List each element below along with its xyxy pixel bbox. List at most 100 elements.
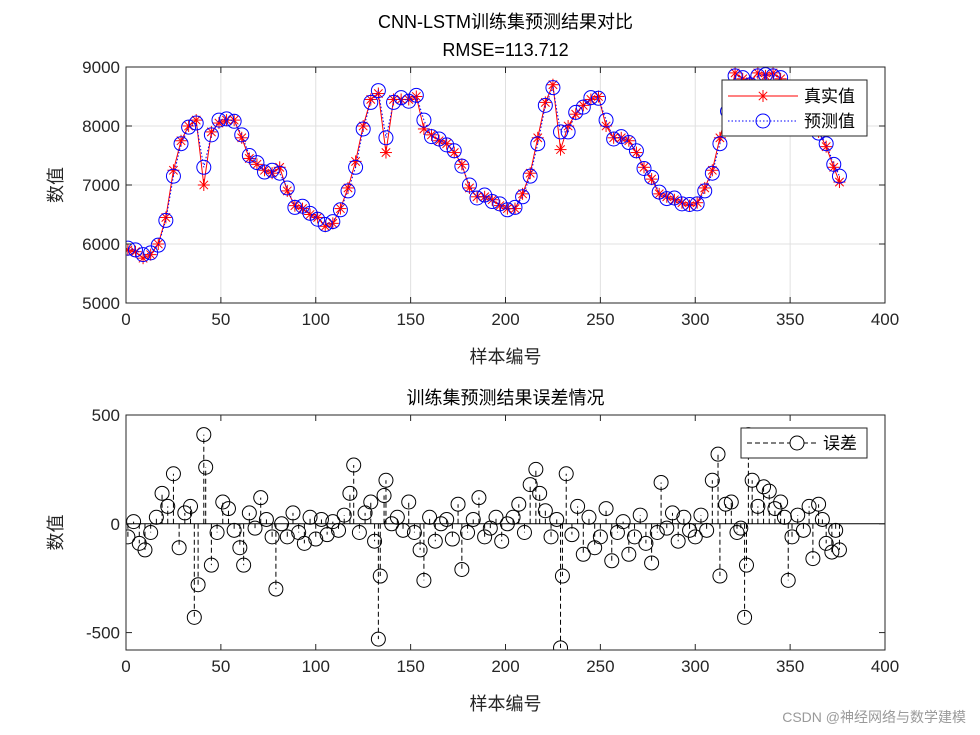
data-point-pred: [484, 194, 500, 210]
x-tick-label: 150: [396, 310, 424, 329]
data-point-pred: [234, 127, 250, 143]
chart-2: 0 50 100 150 200 250 300 350 400-5000500训练集预测结果误…: [46, 388, 899, 715]
stem-marker: [247, 520, 263, 536]
data-point-pred: [203, 127, 219, 143]
data-point-pred: [522, 168, 538, 184]
stem-marker: [154, 485, 170, 501]
data-point-pred: [158, 212, 174, 228]
stem-marker: [264, 529, 280, 545]
stem-marker: [471, 490, 487, 506]
stem-marker: [313, 511, 329, 527]
y-tick-label: -500: [86, 624, 120, 643]
data-point-pred: [515, 189, 531, 205]
stem-marker: [549, 511, 565, 527]
data-point-true: [425, 128, 438, 141]
data-point-pred: [423, 129, 439, 145]
data-point-pred: [325, 214, 341, 230]
stem-marker: [488, 509, 504, 525]
stem-marker: [253, 490, 269, 506]
data-point-pred: [553, 124, 569, 140]
data-point-true: [531, 131, 544, 144]
data-point-true: [296, 202, 309, 215]
stem-marker: [621, 546, 637, 562]
stem-marker: [203, 557, 219, 573]
stem-marker: [258, 511, 274, 527]
stem-marker: [575, 546, 591, 562]
data-point-pred: [831, 168, 847, 184]
data-point-pred: [340, 183, 356, 199]
data-point-pred: [188, 115, 204, 131]
data-point-true: [379, 146, 392, 159]
stem-marker: [543, 529, 559, 545]
y-tick-label: 500: [92, 406, 120, 425]
data-point-pred: [348, 159, 364, 175]
data-point-pred: [530, 136, 546, 152]
stem-marker: [795, 522, 811, 538]
stem-marker: [241, 505, 257, 521]
stem-marker: [581, 509, 597, 525]
stem-marker: [627, 529, 643, 545]
data-point-pred: [446, 143, 462, 159]
stem-marker: [494, 533, 510, 549]
stem-marker: [554, 568, 570, 584]
stem-marker: [376, 488, 392, 504]
x-tick-label: 300: [681, 310, 709, 329]
stem-marker: [439, 511, 455, 527]
stem-marker: [505, 509, 521, 525]
data-point-true: [592, 90, 605, 103]
stem-marker: [236, 557, 252, 573]
data-point-pred: [332, 202, 348, 218]
legend-marker: [757, 90, 769, 102]
chart-1: 0 50 100 150 200 250 300 350 400 5000 6000 7000 8000…: [46, 12, 899, 368]
stem-marker: [824, 544, 840, 560]
data-point-pred: [173, 136, 189, 152]
stem-marker: [537, 503, 553, 519]
data-point-pred: [682, 196, 698, 212]
stem-marker: [126, 529, 136, 545]
x-tick-label: 0: [121, 310, 130, 329]
data-point-pred: [249, 155, 265, 171]
data-point-pred: [613, 129, 629, 145]
stem-marker: [704, 472, 720, 488]
data-point-true: [622, 134, 635, 147]
chart-subtitle: RMSE=113.712: [442, 40, 568, 60]
x-tick-label: 400: [871, 310, 899, 329]
stem-marker: [148, 509, 164, 525]
x-axis-label: 样本编号: [470, 347, 542, 368]
data-point-pred: [355, 121, 371, 137]
data-point-pred: [370, 83, 386, 99]
data-point-pred: [628, 143, 644, 159]
x-tick-label: 200: [491, 657, 519, 676]
data-point-pred: [264, 162, 280, 178]
stem-marker: [363, 494, 379, 510]
stem-marker: [406, 525, 422, 540]
stem-marker: [190, 577, 206, 593]
data-point-pred: [310, 211, 326, 227]
stem-marker: [676, 509, 692, 525]
data-point-pred: [590, 90, 606, 106]
data-point-pred: [560, 124, 576, 140]
plot-marks: [126, 427, 885, 650]
x-tick-label: 350: [776, 657, 804, 676]
data-point-pred: [469, 190, 485, 206]
data-point-pred: [272, 165, 288, 181]
watermark: CSDN @神经网络与数学建模: [782, 709, 966, 725]
data-point-pred: [583, 90, 599, 106]
data-point-pred: [287, 199, 303, 215]
stem-marker: [780, 572, 796, 588]
data-point-pred: [575, 99, 591, 115]
data-point-pred: [363, 94, 379, 110]
stem-marker: [220, 501, 236, 517]
legend-label: 真实值: [804, 87, 855, 107]
y-axis-label: 数值: [46, 515, 67, 551]
data-point-pred: [606, 131, 622, 147]
data-point-true: [334, 202, 347, 215]
stem-marker: [649, 525, 665, 540]
stem-marker: [171, 540, 187, 556]
stem-marker: [209, 525, 225, 540]
stem-marker: [811, 496, 827, 512]
data-point-pred: [644, 169, 660, 185]
stem-marker: [604, 553, 620, 569]
stem-marker: [296, 535, 312, 551]
